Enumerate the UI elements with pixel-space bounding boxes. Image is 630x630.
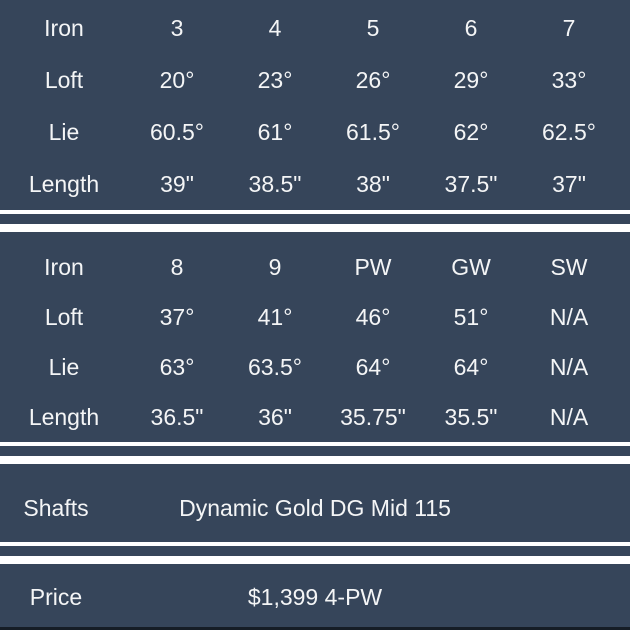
spec-value: 37.5" <box>444 170 498 197</box>
spec-row-iron: Iron 3 4 5 6 7 <box>0 2 630 54</box>
spec-value: 7 <box>562 14 576 41</box>
spec-value: 8 <box>170 253 184 280</box>
spec-value: 60.5° <box>150 118 204 145</box>
spec-row-label: Lie <box>48 353 80 380</box>
spec-value: 33° <box>551 66 587 93</box>
spec-value: 35.5" <box>444 403 498 430</box>
spec-value: 46° <box>355 303 391 330</box>
divider-thin-rule <box>0 542 630 546</box>
spec-value: 38.5" <box>248 170 302 197</box>
spec-row-loft: Loft 20° 23° 26° 29° 33° <box>0 54 630 106</box>
spec-value: N/A <box>549 303 589 330</box>
spec-row-label: Lie <box>48 118 80 145</box>
spec-value: SW <box>550 253 588 280</box>
spec-value: 64° <box>453 353 489 380</box>
spec-value: 35.75" <box>340 403 406 430</box>
spec-value: 5 <box>366 14 380 41</box>
spec-value: 37" <box>552 170 586 197</box>
spec-row-length: Length 39" 38.5" 38" 37.5" 37" <box>0 158 630 210</box>
spec-value: 37° <box>159 303 195 330</box>
spec-value: 64° <box>355 353 391 380</box>
spec-value: N/A <box>549 403 589 430</box>
spec-row-label: Loft <box>44 303 84 330</box>
spec-value: GW <box>451 253 491 280</box>
spec-value: 39" <box>160 170 194 197</box>
divider-thick-rule <box>0 224 630 232</box>
spec-row-label: Iron <box>44 253 84 280</box>
spec-value: 36" <box>258 403 292 430</box>
price-row: Price $1,399 4-PW <box>0 564 630 630</box>
spec-row-label: Loft <box>44 66 84 93</box>
spec-row-lie: Lie 60.5° 61° 61.5° 62° 62.5° <box>0 106 630 158</box>
section-divider <box>0 210 630 232</box>
price-value: $1,399 4-PW <box>247 584 383 610</box>
spec-value: 61.5° <box>346 118 400 145</box>
spec-value: N/A <box>549 353 589 380</box>
spec-value: 26° <box>355 66 391 93</box>
shafts-value: Dynamic Gold DG Mid 115 <box>179 494 451 521</box>
section-divider <box>0 442 630 464</box>
spec-value: 62° <box>453 118 489 145</box>
spec-row-label: Iron <box>44 14 84 41</box>
divider-thick-rule <box>0 556 630 564</box>
spec-value: PW <box>354 253 392 280</box>
shafts-row: Shafts Dynamic Gold DG Mid 115 <box>0 464 630 542</box>
spec-row-label: Length <box>28 170 100 197</box>
spec-value: 20° <box>159 66 195 93</box>
spec-section-irons-8-sw: Iron 8 9 PW GW SW Loft 37° 41° 46° 51° N… <box>0 232 630 442</box>
spec-value: 63° <box>159 353 195 380</box>
spec-value: 38" <box>356 170 390 197</box>
spec-value: 41° <box>257 303 293 330</box>
spec-row-lie: Lie 63° 63.5° 64° 64° N/A <box>0 342 630 392</box>
price-label: Price <box>29 584 83 610</box>
shafts-label: Shafts <box>23 494 89 521</box>
spec-value: 36.5" <box>150 403 204 430</box>
spec-value: 61° <box>257 118 293 145</box>
spec-row-length: Length 36.5" 36" 35.75" 35.5" N/A <box>0 392 630 442</box>
divider-gap <box>0 446 630 456</box>
spec-row-label: Length <box>28 403 100 430</box>
divider-gap <box>0 214 630 224</box>
spec-value: 3 <box>170 14 184 41</box>
spec-value: 63.5° <box>248 353 302 380</box>
section-divider <box>0 542 630 564</box>
spec-value: 62.5° <box>542 118 596 145</box>
divider-thin-rule <box>0 210 630 214</box>
spec-section-irons-3-7: Iron 3 4 5 6 7 Loft 20° 23° 26° 29° 33° … <box>0 0 630 210</box>
spec-value: 9 <box>268 253 282 280</box>
spec-value: 51° <box>453 303 489 330</box>
spec-row-iron: Iron 8 9 PW GW SW <box>0 242 630 292</box>
spec-value: 4 <box>268 14 282 41</box>
divider-gap <box>0 546 630 556</box>
divider-thick-rule <box>0 456 630 464</box>
spec-row-loft: Loft 37° 41° 46° 51° N/A <box>0 292 630 342</box>
spec-value: 6 <box>464 14 478 41</box>
spec-value: 29° <box>453 66 489 93</box>
spec-value: 23° <box>257 66 293 93</box>
divider-thin-rule <box>0 442 630 446</box>
